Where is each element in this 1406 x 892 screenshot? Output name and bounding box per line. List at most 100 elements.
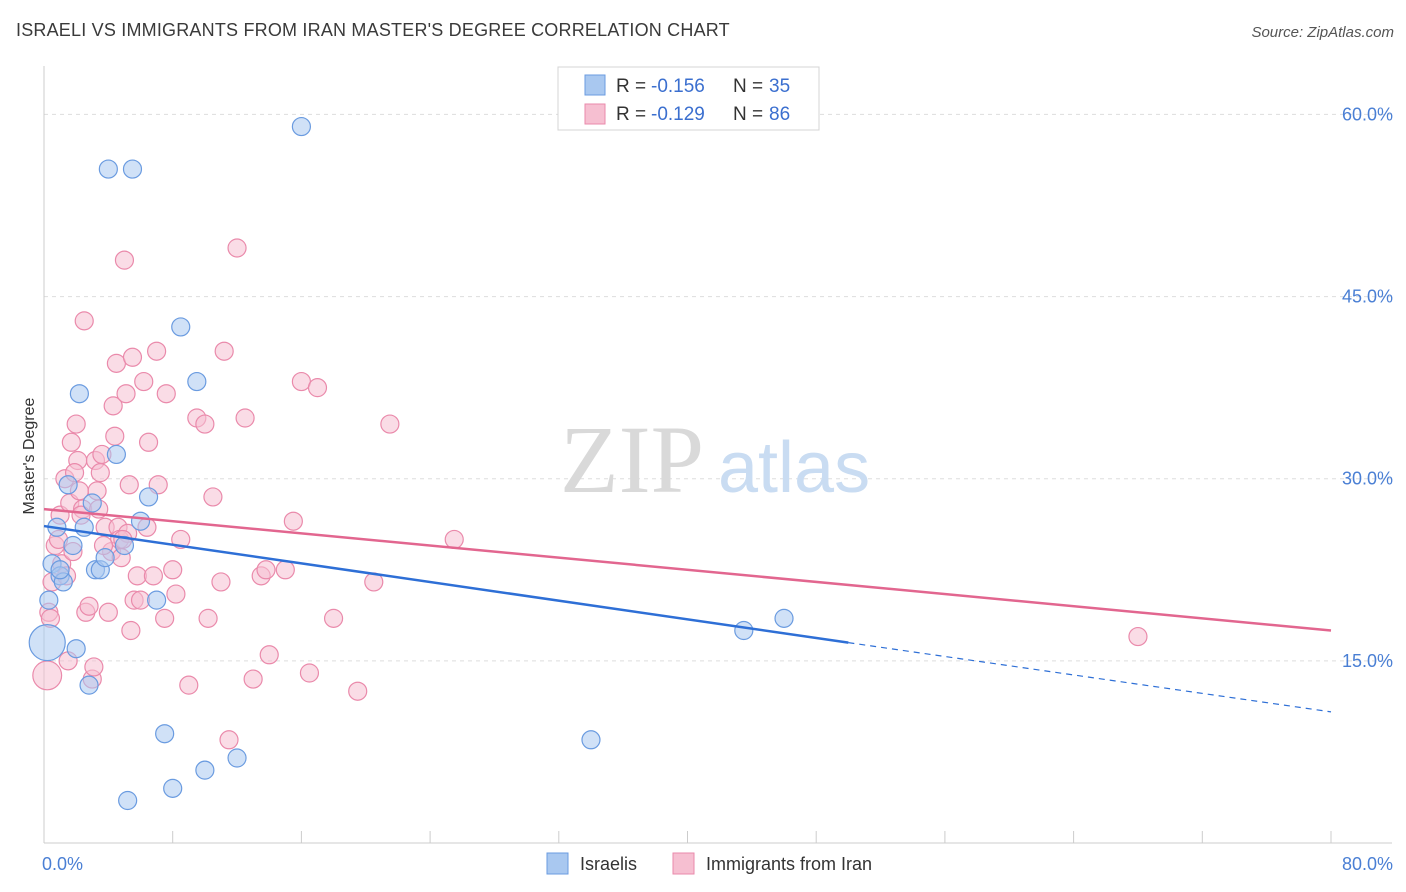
iran-point — [138, 432, 159, 452]
iran-point — [147, 341, 167, 361]
chart-source: Source: ZipAtlas.com — [1251, 24, 1394, 41]
iran-point — [214, 341, 234, 361]
iran-point — [235, 408, 255, 428]
israelis-point — [122, 159, 143, 179]
israelis-point — [69, 384, 89, 404]
iran-point — [179, 675, 199, 695]
iran-point — [166, 584, 186, 604]
israelis-point — [130, 511, 151, 531]
israelis-point — [155, 724, 175, 744]
legend-r-value-2: -0.129 — [651, 104, 705, 125]
y-tick-label: 60.0% — [1342, 104, 1393, 124]
axes — [43, 66, 1392, 844]
israelis-point — [171, 317, 191, 337]
israelis-point — [734, 620, 754, 641]
iran-point — [90, 463, 110, 483]
israelis-point — [28, 624, 66, 662]
iran-point — [61, 432, 81, 452]
iran-point — [32, 660, 63, 691]
iran-point — [143, 566, 163, 586]
iran-point — [380, 414, 400, 434]
x-tick-label-min: 0.0% — [42, 854, 83, 874]
iran-point — [156, 384, 176, 404]
iran-point — [106, 353, 126, 373]
israelis-point — [58, 475, 78, 495]
x-tick-label-max: 80.0% — [1342, 854, 1393, 874]
iran-point — [259, 645, 279, 665]
israelis-point — [291, 116, 311, 137]
iran-point — [323, 608, 344, 628]
iran-point — [444, 529, 464, 550]
iran-point — [84, 657, 104, 677]
legend-r-label-1: R = — [616, 76, 646, 97]
bottom-legend-swatch-iran — [672, 852, 695, 875]
y-tick-label: 30.0% — [1342, 469, 1393, 489]
iran-point — [155, 608, 175, 628]
x-tick-labels: 0.0% 80.0% — [42, 854, 1393, 874]
israelis-point — [581, 730, 601, 750]
legend-n-value-2: 86 — [769, 104, 790, 125]
data-points — [28, 116, 1148, 811]
iran-point — [211, 572, 231, 592]
israelis-point — [774, 608, 794, 628]
israelis-point — [63, 535, 83, 556]
iran-point — [219, 730, 239, 750]
israelis-point — [227, 748, 247, 768]
iran-point — [227, 238, 247, 258]
iran-point — [134, 371, 154, 392]
israelis-point — [163, 778, 183, 798]
iran-point — [198, 608, 218, 628]
y-tick-label: 45.0% — [1342, 287, 1393, 307]
iran-point — [299, 663, 320, 683]
legend-r-value-1: -0.156 — [651, 76, 705, 97]
israelis-point — [82, 493, 102, 513]
legend-n-label-2: N = — [733, 104, 763, 125]
legend-box: R = -0.156 N = 35 R = -0.129 N = 86 — [557, 66, 820, 131]
watermark-atlas: atlas — [718, 428, 870, 508]
iran-point — [307, 378, 328, 398]
israelis-point — [79, 675, 99, 695]
legend-n-value-1: 35 — [769, 76, 790, 97]
iran-point — [283, 511, 303, 531]
iran-point — [171, 529, 191, 550]
israelis-point — [147, 590, 167, 610]
iran-point — [203, 487, 223, 507]
israelis-point — [118, 790, 138, 811]
israelis-point — [106, 444, 126, 465]
iran-point — [348, 681, 368, 701]
iran-point — [291, 371, 311, 392]
iran-point — [66, 414, 86, 434]
iran-point — [130, 590, 151, 610]
iran-point — [105, 426, 125, 446]
israelis-trend-line — [43, 524, 849, 644]
israelis-point — [66, 639, 86, 659]
israelis-point — [95, 548, 115, 568]
bottom-legend: Israelis Immigrants from Iran — [546, 852, 872, 875]
israelis-point — [195, 760, 215, 780]
y-axis-title: Master's Degree — [21, 397, 38, 514]
iran-point — [103, 396, 123, 416]
iran-point — [127, 566, 147, 586]
iran-point — [114, 250, 135, 270]
iran-point — [79, 596, 99, 616]
iran-point — [195, 414, 215, 434]
legend-swatch-pink — [584, 103, 606, 125]
iran-point — [98, 602, 118, 622]
trend-lines — [43, 507, 1332, 713]
legend-r-label-2: R = — [616, 104, 646, 125]
legend-n-label-1: N = — [733, 76, 763, 97]
y-tick-label: 15.0% — [1342, 651, 1393, 671]
iran-point — [1128, 626, 1148, 647]
iran-point — [275, 560, 295, 580]
watermark-zip: ZIP — [560, 406, 704, 513]
iran-point — [122, 347, 143, 367]
israelis-point — [39, 590, 59, 610]
israelis-point — [138, 487, 159, 507]
grid-lines — [44, 113, 1392, 662]
iran-point — [119, 475, 139, 495]
legend-swatch-blue — [584, 74, 606, 96]
israelis-trend-extension — [848, 642, 1332, 713]
iran-trend-line — [43, 507, 1332, 632]
bottom-legend-israelis: Israelis — [580, 854, 637, 874]
